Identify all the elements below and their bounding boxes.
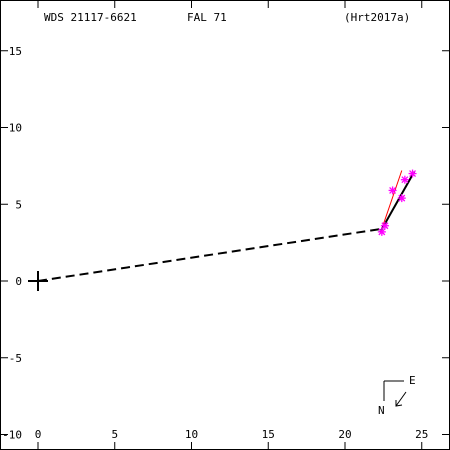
y-tick-label: 5	[15, 198, 22, 211]
residual-line	[381, 170, 403, 229]
compass-arrow-head	[395, 400, 403, 407]
observation-point	[377, 227, 386, 236]
compass: E N	[378, 374, 416, 417]
observation-point	[400, 175, 409, 184]
y-tick-label: 15	[9, 45, 22, 58]
orbit-arc	[379, 171, 415, 233]
observation-point	[380, 221, 389, 230]
x-tick-label: 5	[111, 428, 118, 441]
header-ref: (Hrt2017a)	[344, 11, 410, 24]
compass-arrow-shaft	[395, 391, 407, 407]
x-tick-label: 20	[338, 428, 351, 441]
observation-point	[397, 194, 406, 203]
node-line	[37, 227, 382, 282]
observation-point	[408, 169, 417, 178]
y-tick-label: -5	[9, 352, 22, 365]
header-wds: WDS 21117-6621	[44, 11, 137, 24]
x-tick-label: 25	[415, 428, 428, 441]
observation-point	[388, 186, 397, 195]
y-tick-label: 10	[9, 122, 22, 135]
compass-east-label: E	[409, 374, 416, 387]
x-tick-label: 15	[262, 428, 275, 441]
compass-north-label: N	[378, 404, 385, 417]
x-tick-label: 0	[35, 428, 42, 441]
y-tick-label: 0	[15, 275, 22, 288]
x-tick-label: 10	[185, 428, 198, 441]
y-tick-label: -10	[2, 429, 22, 442]
header-disc: FAL 71	[187, 11, 227, 24]
